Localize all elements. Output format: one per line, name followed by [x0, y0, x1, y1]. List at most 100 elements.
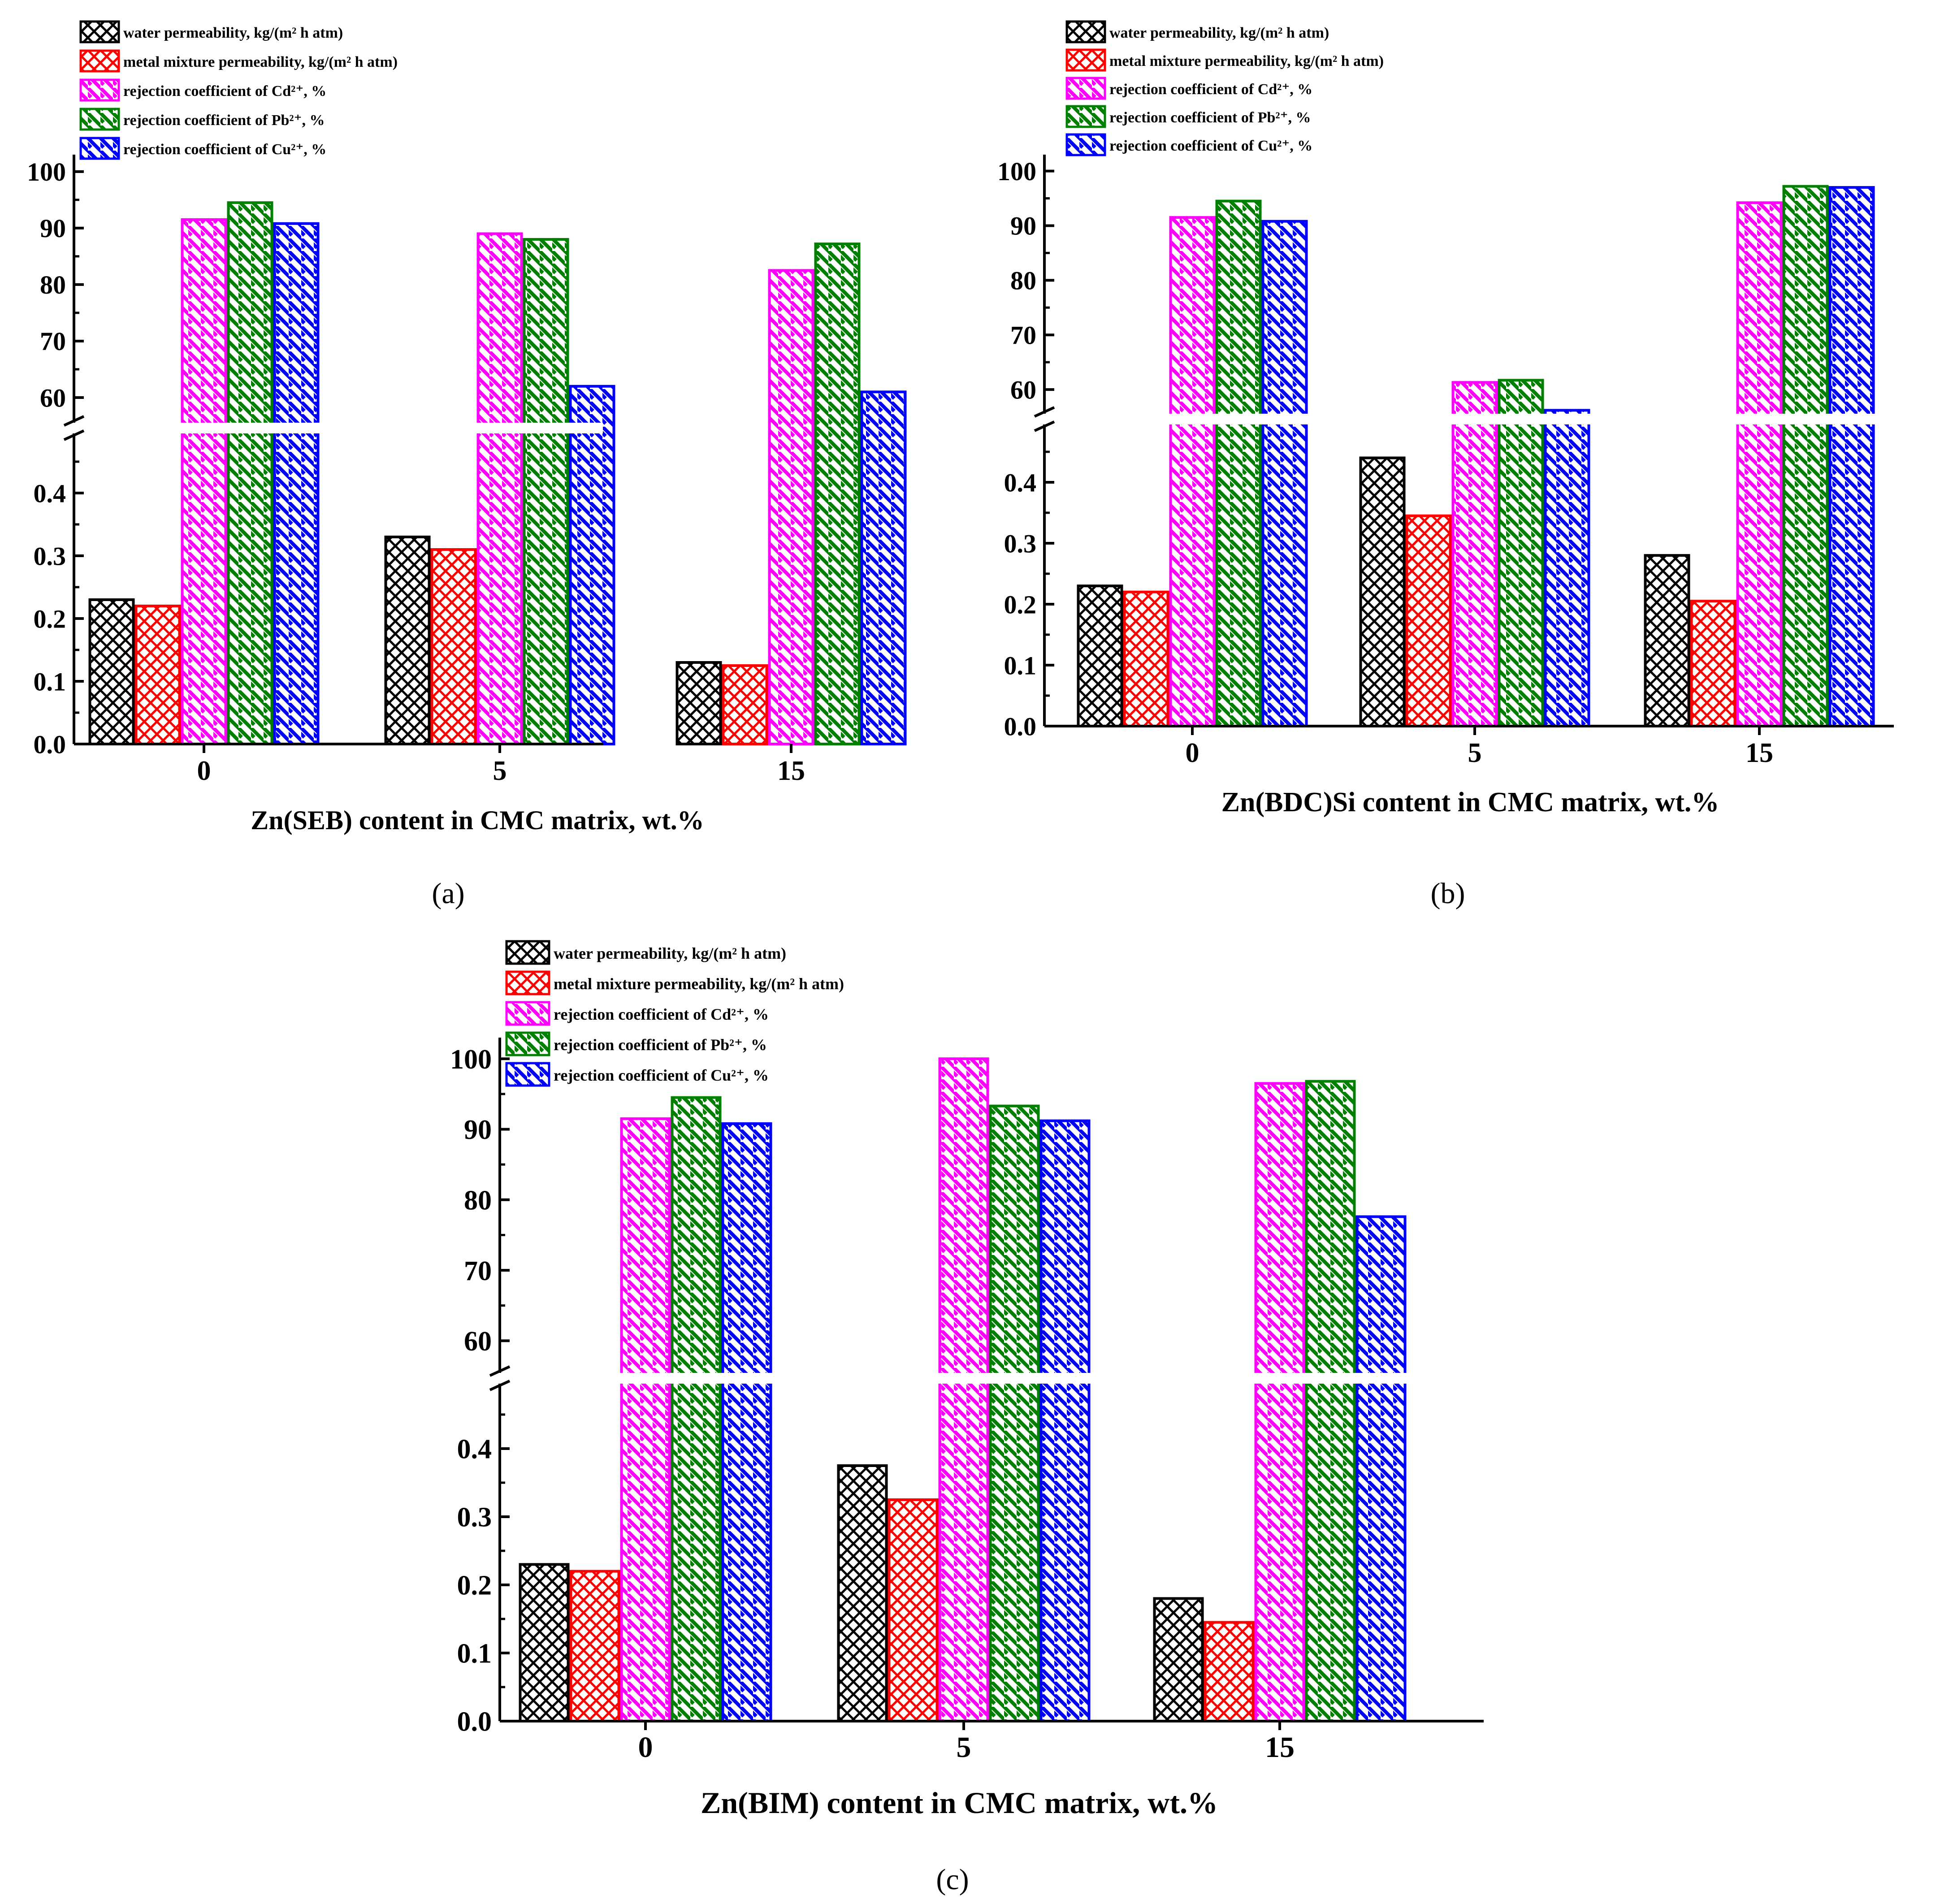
bar-pb-0	[227, 201, 273, 746]
bar-water-5	[1359, 456, 1406, 727]
y-tick-label-upper: 90	[40, 214, 66, 243]
x-tick-label: 5	[1468, 738, 1482, 768]
chart-panel-a: 0.0 0.1 0.2 0.3 0.4 60 70 80 90 100 0 5 15 Zn(SEB) co…	[27, 20, 907, 910]
legend-swatch	[79, 78, 120, 102]
bar-cu-0	[273, 222, 320, 745]
x-axis-label: Zn(BDC)Si content in CMC matrix, wt.%	[1221, 787, 1719, 818]
legend-swatch	[79, 108, 120, 131]
bar-cd-15	[768, 269, 814, 746]
bar-pb-0	[1215, 199, 1262, 727]
chart-panel-b: 0.0 0.1 0.2 0.3 0.4 60 70 80 90 100 0 5 15 Zn(BDC)Si …	[997, 20, 1894, 910]
x-tick-label: 0	[197, 756, 211, 786]
legend-swatch	[1065, 48, 1106, 72]
y-tick-label-upper: 90	[464, 1115, 492, 1145]
bar-pb-15	[1782, 185, 1829, 727]
bar-pb-15	[814, 242, 861, 745]
x-tick-label: 0	[1186, 738, 1200, 768]
legend-label: rejection coefficient of Pb²⁺, %	[554, 1036, 767, 1054]
bar-water-5	[837, 1464, 888, 1722]
legend-swatch	[505, 970, 550, 995]
y-tick-label-lower: 0.3	[34, 541, 66, 571]
y-tick-label-lower: 0.2	[34, 604, 66, 633]
y-tick-label-upper: 80	[40, 270, 66, 299]
legend-label: rejection coefficient of Pb²⁺, %	[1109, 109, 1311, 126]
y-tick-label-lower: 0.0	[457, 1707, 492, 1737]
bar-cd-0	[1169, 216, 1216, 727]
y-tick-label-lower: 0.4	[1004, 468, 1037, 497]
bar-water-15	[1644, 554, 1690, 727]
legend-swatch	[1065, 133, 1106, 156]
panel-label: (b)	[1431, 877, 1465, 910]
y-tick-label-upper: 70	[1010, 320, 1036, 350]
legend-label: rejection coefficient of Cd²⁺, %	[1109, 81, 1312, 98]
bar-cu-5	[569, 385, 615, 745]
x-tick-label: 5	[493, 756, 507, 786]
bar-cu-5	[1039, 1119, 1091, 1723]
legend-label: rejection coefficient of Pb²⁺, %	[123, 112, 325, 129]
axis-break-band	[1047, 414, 1894, 424]
bar-pb-15	[1305, 1080, 1356, 1722]
bar-pb-5	[989, 1104, 1040, 1723]
panel-label: (c)	[936, 1863, 969, 1896]
bar-water-0	[1077, 584, 1123, 727]
bar-cu-15	[860, 390, 907, 745]
bar-pb-5	[523, 238, 569, 745]
x-tick-label: 15	[777, 756, 805, 786]
legend-label: water permeability, kg/(m² h atm)	[123, 25, 343, 41]
bar-cu-0	[721, 1122, 772, 1722]
bar-cd-5	[938, 1057, 989, 1722]
bar-cd-15	[1254, 1082, 1305, 1722]
y-tick-label-lower: 0.4	[457, 1434, 492, 1465]
bar-cu-0	[1261, 220, 1308, 727]
legend-swatch	[1065, 105, 1106, 128]
legend-label: rejection coefficient of Cu²⁺, %	[123, 141, 326, 158]
y-tick-label-lower: 0.2	[457, 1571, 492, 1601]
bar-cu-15	[1355, 1215, 1407, 1722]
panel-label: (a)	[432, 877, 464, 910]
bar-cd-0	[181, 218, 227, 746]
legend-label: rejection coefficient of Cd²⁺, %	[123, 83, 326, 100]
legend-swatch	[79, 49, 120, 73]
legend-swatch	[505, 1001, 550, 1026]
y-tick-label-upper: 60	[464, 1326, 492, 1357]
bar-water-0	[519, 1563, 570, 1722]
y-tick-label-lower: 0.1	[34, 667, 66, 696]
legend-label: water permeability, kg/(m² h atm)	[554, 944, 786, 962]
legend-label: metal mixture permeability, kg/(m² h atm…	[554, 975, 844, 993]
bar-water-15	[1153, 1597, 1204, 1722]
legend-swatch	[505, 1031, 550, 1056]
axis-break-mark	[489, 1365, 511, 1391]
y-tick-label-upper: 80	[1010, 266, 1036, 295]
y-tick-label-lower: 0.0	[34, 730, 66, 759]
bar-metal-5	[888, 1498, 939, 1722]
legend-label: water permeability, kg/(m² h atm)	[1109, 25, 1329, 41]
y-tick-label-lower: 0.2	[1004, 590, 1037, 619]
x-tick-label: 5	[957, 1731, 971, 1764]
legend-swatch	[505, 940, 550, 965]
bar-water-5	[384, 536, 431, 745]
bar-metal-15	[722, 664, 768, 745]
y-tick-label-upper: 80	[464, 1185, 492, 1216]
bar-cd-0	[620, 1117, 671, 1723]
legend-label: rejection coefficient of Cd²⁺, %	[554, 1005, 769, 1023]
y-tick-label-upper: 90	[1010, 212, 1036, 241]
y-tick-label-lower: 0.4	[34, 479, 66, 508]
y-tick-label-upper: 60	[40, 383, 66, 412]
axis-break-mark	[1034, 406, 1055, 432]
bar-metal-5	[1405, 514, 1452, 728]
y-tick-label-upper: 100	[450, 1044, 492, 1075]
bar-metal-5	[430, 548, 477, 745]
bar-water-0	[88, 598, 135, 745]
y-tick-label-upper: 100	[27, 157, 66, 186]
bar-water-15	[676, 661, 722, 745]
y-tick-label-lower: 0.1	[457, 1639, 492, 1669]
bar-cd-15	[1736, 201, 1783, 727]
legend-label: metal mixture permeability, kg/(m² h atm…	[123, 54, 398, 70]
bar-cu-15	[1828, 186, 1875, 727]
bar-metal-15	[1204, 1621, 1255, 1723]
bar-pb-0	[671, 1096, 722, 1723]
legend-label: metal mixture permeability, kg/(m² h atm…	[1109, 53, 1384, 69]
bar-cd-5	[1451, 381, 1498, 727]
x-axis-label: Zn(BIM) content in CMC matrix, wt.%	[701, 1786, 1218, 1820]
y-tick-label-upper: 100	[997, 157, 1036, 186]
